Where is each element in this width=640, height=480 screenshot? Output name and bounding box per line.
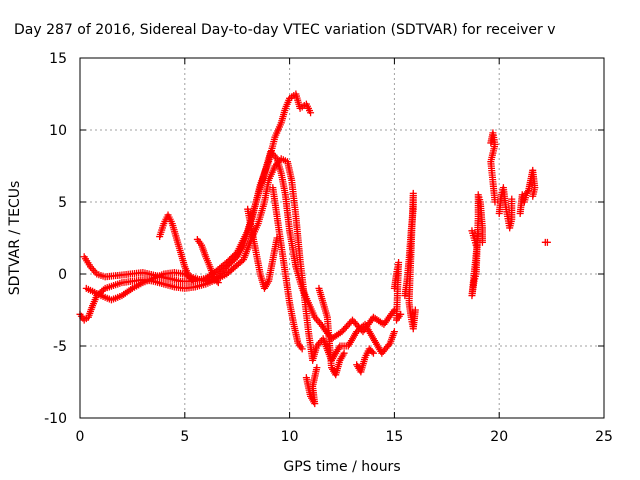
data-point <box>345 319 353 327</box>
x-axis-label: GPS time / hours <box>283 459 400 475</box>
data-point <box>307 109 315 117</box>
data-point <box>508 195 516 203</box>
data-point <box>341 324 349 332</box>
data-point <box>215 271 223 279</box>
y-tick-label: 5 <box>58 195 67 211</box>
data-point <box>491 198 499 206</box>
data-point <box>478 238 486 246</box>
data-point <box>344 321 352 329</box>
data-points <box>76 90 551 408</box>
data-point <box>350 318 358 326</box>
data-point <box>340 349 348 357</box>
data-point <box>189 277 197 285</box>
data-point <box>543 238 551 246</box>
data-point <box>523 188 531 196</box>
y-tick-label: 0 <box>58 267 67 283</box>
plot-frame <box>79 57 605 419</box>
x-tick-label: 25 <box>595 429 613 445</box>
x-tick-label: 0 <box>76 429 85 445</box>
data-point <box>99 286 107 294</box>
x-tick-label: 10 <box>281 429 299 445</box>
data-point <box>529 192 537 200</box>
y-axis-label: SDTVAR / TECUs <box>7 181 23 296</box>
data-point <box>369 349 377 357</box>
data-point <box>313 364 321 372</box>
data-point <box>354 323 362 331</box>
data-point <box>218 268 226 276</box>
data-point <box>342 323 350 331</box>
data-point <box>220 266 228 274</box>
data-point <box>214 279 222 287</box>
x-tick-label: 5 <box>180 429 189 445</box>
data-point <box>339 326 347 334</box>
data-point <box>390 328 398 336</box>
x-tick-label: 20 <box>490 429 508 445</box>
y-tick-label: 10 <box>49 123 67 139</box>
data-point <box>217 269 225 277</box>
data-point <box>385 341 393 349</box>
data-point <box>348 316 356 324</box>
y-tick-label: -10 <box>44 411 67 427</box>
y-tick-label: -5 <box>53 339 67 355</box>
data-point <box>397 310 405 318</box>
data-point <box>338 328 346 336</box>
data-point <box>368 348 376 356</box>
data-point <box>353 321 361 329</box>
data-point <box>188 276 196 284</box>
data-point <box>411 306 419 314</box>
x-tick-label: 15 <box>385 429 403 445</box>
data-point <box>221 264 229 272</box>
data-point <box>351 319 359 327</box>
y-tick-label: 15 <box>49 51 67 67</box>
chart-title: Day 287 of 2016, Sidereal Day-to-day VTE… <box>14 22 556 38</box>
data-point <box>298 345 306 353</box>
data-point <box>213 277 221 285</box>
